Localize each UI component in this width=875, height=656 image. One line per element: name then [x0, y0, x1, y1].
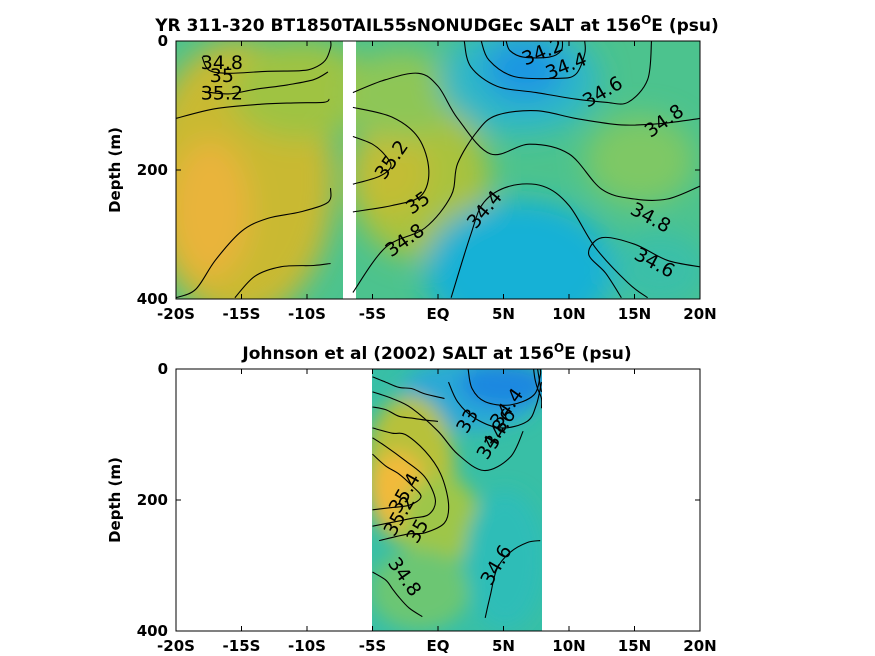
top-x-tick-label: -5S	[359, 305, 386, 323]
top-contour-line-9	[463, 41, 653, 105]
top-x-tick-label: 15N	[618, 305, 651, 323]
top-chart-title: YR 311-320 BT1850TAIL55sNONUDGEc SALT at…	[154, 13, 719, 36]
bottom-x-tick-label: 10N	[552, 637, 585, 655]
bottom-x-tick-label: EQ	[427, 637, 450, 655]
top-data-gap	[343, 41, 356, 299]
top-x-tick-label: EQ	[427, 305, 450, 323]
bottom-y-tick-label: 400	[137, 622, 168, 640]
bottom-chart-title: Johnson et al (2002) SALT at 156OE (psu)	[241, 341, 631, 364]
bottom-y-tick-label: 0	[158, 360, 168, 378]
top-contour-line-6	[352, 106, 430, 213]
top-contour-line-3	[176, 187, 332, 299]
top-contour-line-13	[588, 236, 700, 298]
bottom-contour-line-8	[372, 406, 439, 422]
top-salinity-field: 34.83535.235.23534.834.434.234.434.634.8…	[176, 41, 700, 299]
top-contour-line-12	[450, 183, 648, 299]
bottom-x-tick-label: -20S	[157, 637, 195, 655]
top-x-tick-label: 20N	[683, 305, 716, 323]
bottom-y-axis-label: Depth (m)	[106, 457, 124, 543]
bottom-contour-line-10	[533, 369, 542, 409]
top-x-axis: -20S -15S -10S -5S EQ 5N 10N 15N 20N	[157, 41, 717, 323]
bottom-contour-line-2	[372, 391, 524, 472]
top-x-tick-label: -20S	[157, 305, 195, 323]
bottom-chart: Johnson et al (2002) SALT at 156OE (psu)…	[106, 341, 717, 655]
top-y-axis-label: Depth (m)	[106, 127, 124, 213]
bottom-x-tick-label: -10S	[288, 637, 326, 655]
bottom-contour-line-0	[467, 369, 542, 406]
top-contour-label-1: 35	[210, 65, 234, 87]
top-contour-lines	[176, 41, 700, 299]
bottom-contour-line-5	[372, 453, 422, 511]
bottom-x-axis: -20S -15S -10S -5S EQ 5N 10N 15N 20N	[157, 369, 717, 655]
bottom-contour-line-11	[537, 369, 542, 393]
top-y-tick-label: 200	[137, 161, 168, 179]
bottom-y-axis: 0 200 400	[137, 360, 700, 640]
bottom-contour-line-1	[447, 381, 542, 429]
bottom-contour-line-6	[372, 571, 423, 618]
top-contour-label-2: 35.2	[201, 82, 243, 104]
bottom-x-tick-label: 20N	[683, 637, 716, 655]
bottom-contour-line-9	[372, 376, 445, 400]
top-contour-line-0	[201, 41, 332, 74]
top-contour-line-8	[352, 110, 700, 293]
top-x-tick-label: 5N	[492, 305, 515, 323]
bottom-contour-line-7	[484, 540, 541, 619]
top-contour-line-1	[202, 71, 329, 95]
top-x-tick-label: -10S	[288, 305, 326, 323]
top-y-axis: 0 200 400	[137, 32, 700, 308]
bottom-contour-line-4	[372, 437, 437, 527]
bottom-x-tick-label: 5N	[492, 637, 515, 655]
top-contour-line-7	[352, 72, 700, 201]
top-chart: YR 311-320 BT1850TAIL55sNONUDGEc SALT at…	[106, 13, 719, 323]
top-contour-line-5	[352, 135, 392, 185]
top-x-tick-label: -15S	[223, 305, 261, 323]
bottom-contour-lines	[372, 369, 542, 619]
top-y-tick-label: 0	[158, 32, 168, 50]
top-x-tick-label: 10N	[552, 305, 585, 323]
top-contour-line-2	[176, 98, 330, 119]
top-contour-line-10	[480, 41, 586, 80]
bottom-contour-line-3	[372, 427, 450, 542]
top-contour-line-11	[505, 41, 564, 59]
top-y-tick-label: 400	[137, 290, 168, 308]
bottom-x-tick-label: -5S	[359, 637, 386, 655]
bottom-x-tick-label: -15S	[223, 637, 261, 655]
top-contour-line-4	[234, 262, 331, 299]
top-contour-label-0: 34.8	[201, 52, 243, 74]
bottom-y-tick-label: 200	[137, 491, 168, 509]
bottom-x-tick-label: 15N	[618, 637, 651, 655]
